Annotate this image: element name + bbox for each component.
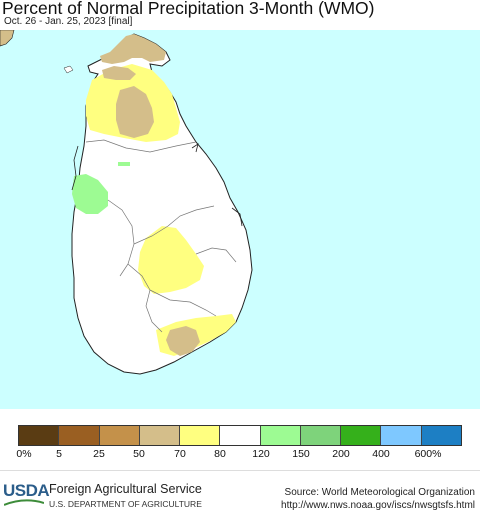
coastline-details bbox=[71, 143, 243, 227]
southeast-tan-area bbox=[166, 326, 200, 356]
north-central-tan bbox=[116, 86, 154, 138]
date-range: Oct. 26 - Jan. 25, 2023 [final] bbox=[4, 16, 133, 27]
legend-swatch bbox=[19, 426, 60, 445]
legend-swatch bbox=[421, 426, 461, 445]
usda-logo: USDA bbox=[3, 481, 50, 500]
legend-swatch bbox=[220, 426, 261, 445]
india-coast bbox=[0, 30, 15, 47]
jaffna-tan-area bbox=[100, 34, 166, 64]
island bbox=[63, 65, 74, 74]
source-url[interactable]: http://www.nws.noaa.gov/iscs/nwsgtsfs.ht… bbox=[281, 500, 475, 511]
map-canvas bbox=[0, 30, 253, 375]
legend-swatch bbox=[180, 426, 221, 445]
agency-name: Foreign Agricultural Service bbox=[49, 482, 202, 496]
legend-swatch bbox=[59, 426, 100, 445]
legend-tick: 400 bbox=[372, 448, 390, 460]
color-legend bbox=[18, 425, 462, 446]
legend-tick: 70 bbox=[174, 448, 186, 460]
map-title: Percent of Normal Precipitation 3-Month … bbox=[2, 0, 375, 18]
legend-tick: 150 bbox=[292, 448, 310, 460]
legend-tick: 80 bbox=[214, 448, 226, 460]
legend-tick: 25 bbox=[93, 448, 105, 460]
legend-tick: 120 bbox=[252, 448, 270, 460]
legend-swatch bbox=[341, 426, 382, 445]
legend-swatch bbox=[381, 426, 422, 445]
legend-swatch bbox=[99, 426, 140, 445]
legend-tick: 5 bbox=[56, 448, 62, 460]
north-tan-patch bbox=[102, 66, 136, 80]
legend-ticks: 0% 5 25 50 70 80 120 150 200 400 600% bbox=[0, 448, 480, 462]
small-green-patch bbox=[118, 162, 130, 166]
department-name: U.S. DEPARTMENT OF AGRICULTURE bbox=[49, 499, 202, 509]
precipitation-map bbox=[0, 30, 480, 409]
central-below-normal bbox=[138, 226, 204, 294]
usda-swoosh-icon bbox=[4, 499, 44, 506]
legend-swatch bbox=[139, 426, 181, 445]
legend-tick: 200 bbox=[332, 448, 350, 460]
source-credit: Source: World Meteorological Organizatio… bbox=[284, 487, 475, 498]
legend-tick: 50 bbox=[133, 448, 145, 460]
legend-tick: 0% bbox=[16, 448, 32, 460]
province-borders bbox=[85, 139, 237, 333]
footer-divider bbox=[0, 470, 480, 471]
legend-swatch bbox=[300, 426, 342, 445]
west-wet-area bbox=[72, 174, 108, 214]
legend-tick: 600% bbox=[414, 448, 442, 460]
legend-swatch bbox=[260, 426, 301, 445]
